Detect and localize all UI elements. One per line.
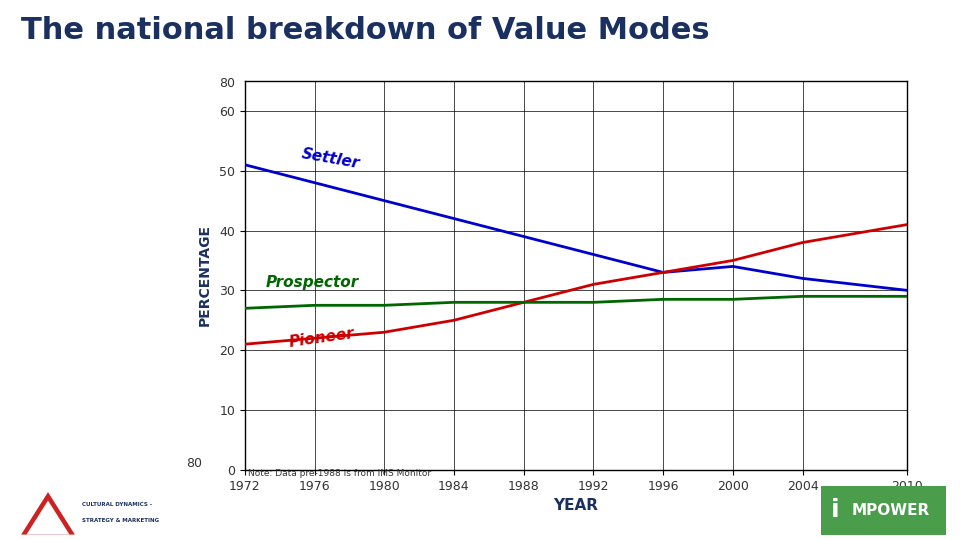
FancyBboxPatch shape (821, 486, 946, 535)
Text: Note: Data pre-1988 is from IMS Monitor: Note: Data pre-1988 is from IMS Monitor (248, 469, 431, 478)
Text: 80: 80 (185, 457, 202, 470)
Text: The national breakdown of Value Modes: The national breakdown of Value Modes (21, 16, 709, 45)
Text: STRATEGY & MARKETING: STRATEGY & MARKETING (82, 517, 158, 523)
Text: Prospector: Prospector (266, 275, 359, 291)
X-axis label: YEAR: YEAR (554, 498, 598, 513)
Text: 80: 80 (219, 77, 235, 90)
Text: Pioneer: Pioneer (288, 326, 356, 350)
Text: MPOWER: MPOWER (852, 503, 930, 518)
Text: CULTURAL DYNAMICS -: CULTURAL DYNAMICS - (82, 502, 152, 507)
Polygon shape (27, 501, 69, 535)
Text: i: i (830, 498, 839, 522)
Y-axis label: PERCENTAGE: PERCENTAGE (198, 225, 212, 326)
Text: Settler: Settler (300, 146, 361, 171)
Polygon shape (21, 492, 75, 535)
